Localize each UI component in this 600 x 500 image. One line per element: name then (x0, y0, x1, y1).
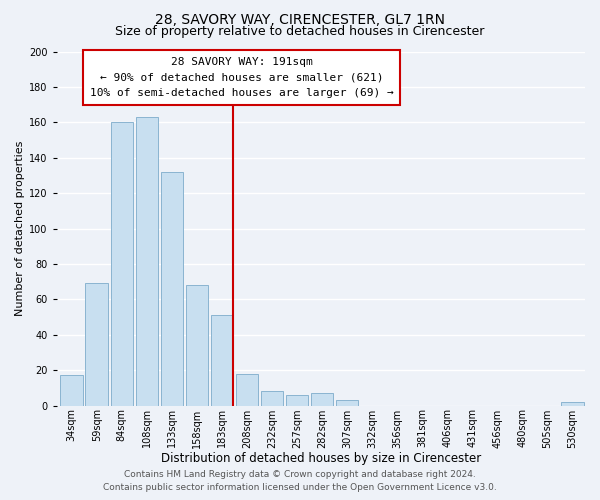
Y-axis label: Number of detached properties: Number of detached properties (15, 141, 25, 316)
Bar (110, 122, 133, 406)
Bar (561, 402, 584, 406)
Bar (286, 395, 308, 406)
Bar (61, 376, 83, 406)
Bar (261, 392, 283, 406)
Text: 28 SAVORY WAY: 191sqm
← 90% of detached houses are smaller (621)
10% of semi-det: 28 SAVORY WAY: 191sqm ← 90% of detached … (90, 57, 394, 98)
Bar (85, 284, 108, 406)
Bar (161, 172, 183, 406)
Bar (236, 374, 258, 406)
Bar (136, 117, 158, 406)
Text: Contains HM Land Registry data © Crown copyright and database right 2024.
Contai: Contains HM Land Registry data © Crown c… (103, 470, 497, 492)
Bar (211, 316, 233, 406)
Bar (311, 393, 334, 406)
X-axis label: Distribution of detached houses by size in Cirencester: Distribution of detached houses by size … (161, 452, 481, 465)
Bar (336, 400, 358, 406)
Bar (185, 285, 208, 406)
Text: 28, SAVORY WAY, CIRENCESTER, GL7 1RN: 28, SAVORY WAY, CIRENCESTER, GL7 1RN (155, 12, 445, 26)
Text: Size of property relative to detached houses in Cirencester: Size of property relative to detached ho… (115, 25, 485, 38)
